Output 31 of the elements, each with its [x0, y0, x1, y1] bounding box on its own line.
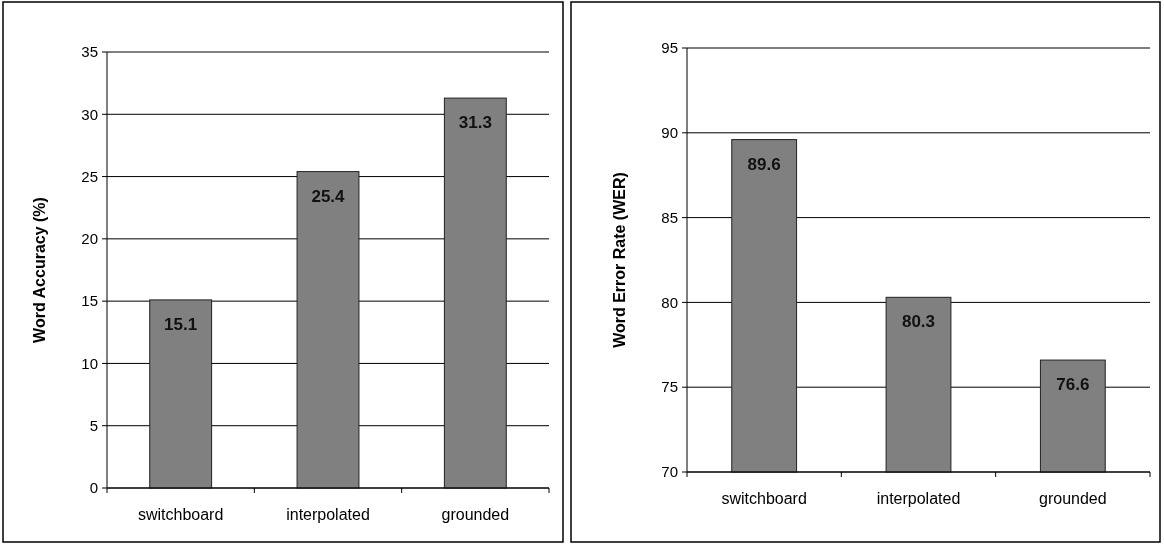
data-label: 31.3	[458, 113, 492, 133]
y-tick-label: 25	[81, 167, 98, 185]
y-axis-title: Word Error Rate (WER)	[611, 172, 628, 348]
y-tick-label: 85	[661, 208, 678, 226]
y-tick-label: 75	[661, 378, 678, 396]
data-label: 15.1	[164, 314, 198, 334]
y-axis-title: Word Accuracy (%)	[31, 197, 48, 343]
y-tick-label: 10	[81, 354, 98, 372]
data-label: 25.4	[311, 186, 346, 206]
y-tick-label: 70	[661, 463, 678, 481]
y-tick-label: 20	[81, 230, 98, 248]
y-tick-label: 80	[661, 293, 678, 311]
x-tick-label: interpolated	[876, 490, 961, 507]
y-tick-label: 5	[89, 416, 98, 434]
y-tick-label: 0	[89, 479, 98, 497]
data-label: 76.6	[1056, 375, 1090, 395]
bar	[296, 171, 360, 489]
bar	[149, 299, 213, 489]
bar	[443, 97, 507, 489]
x-tick-label: interpolated	[286, 506, 370, 523]
x-tick-label: grounded	[441, 506, 510, 523]
data-label: 80.3	[901, 312, 936, 332]
x-tick-label: switchboard	[137, 506, 224, 523]
x-tick-label: switchboard	[721, 490, 807, 507]
x-tick-label: grounded	[1039, 490, 1107, 507]
y-tick-label: 15	[81, 292, 98, 310]
y-tick-label: 30	[81, 105, 98, 123]
y-tick-label: 95	[661, 39, 678, 57]
y-tick-label: 90	[661, 124, 678, 142]
data-label: 89.6	[747, 154, 781, 174]
y-tick-label: 35	[81, 43, 98, 61]
